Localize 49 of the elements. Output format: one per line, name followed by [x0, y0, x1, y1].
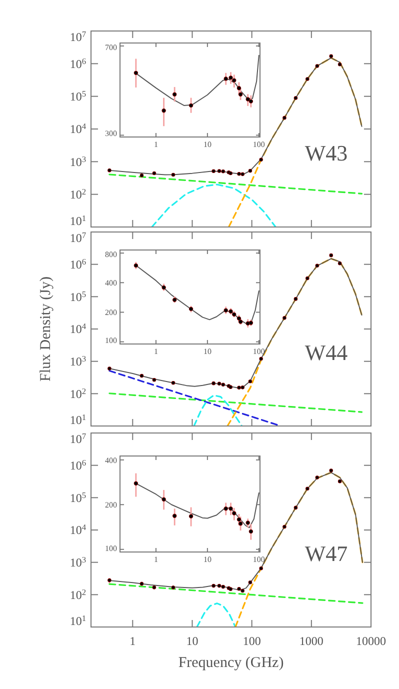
- y-tick-label: 10$^{7}$: [70, 30, 86, 44]
- y-tick-label: 10$^{3}$: [70, 555, 86, 570]
- y-tick-label: 700: [105, 42, 117, 52]
- annotation: W44: [304, 340, 348, 366]
- y-tick-label: 10$^{7}$: [70, 432, 86, 446]
- y-tick-label: 400: [105, 456, 117, 465]
- y-tick-label: 10$^{1}$: [70, 214, 86, 228]
- y-tick-label: 10$^{6}$: [70, 458, 86, 473]
- y-tick-label: 10$^{4}$: [70, 522, 87, 538]
- y-tick-label: 10$^{1}$: [70, 614, 86, 628]
- y-tick-label: 10$^{5}$: [70, 490, 86, 505]
- x-tick-label: 100: [252, 347, 265, 356]
- y-tick-label: 10$^{2}$: [70, 587, 86, 602]
- y-tick-label: 10$^{4}$: [70, 122, 87, 136]
- y-tick-label: 10$^{6}$: [70, 56, 86, 71]
- y-tick-label: 10$^{4}$: [70, 322, 87, 336]
- x-tick-label: 10: [186, 634, 198, 648]
- y-tick-label: 200: [105, 308, 117, 318]
- x-tick-label: 10: [203, 140, 212, 149]
- y-tick-label: 300: [105, 128, 117, 138]
- y-tick-label: 400: [105, 278, 117, 288]
- x-tick-label: 10000: [356, 634, 386, 648]
- x-axis-title: Frequency (GHz): [178, 655, 284, 671]
- x-tick-label: 1000: [299, 634, 324, 648]
- x-tick-label: 1: [154, 347, 158, 356]
- annotation: W47: [304, 541, 348, 566]
- y-tick-label: 10$^{3}$: [70, 354, 86, 369]
- x-tick-label: 10: [203, 347, 212, 356]
- y-tick-label: 200: [105, 500, 117, 510]
- y-tick-label: 10$^{2}$: [70, 187, 86, 202]
- y-tick-label: 10$^{3}$: [70, 154, 86, 169]
- x-tick-label: 100: [252, 140, 265, 149]
- y-tick-label: 10$^{1}$: [70, 412, 86, 428]
- y-tick-label: 800: [105, 250, 117, 259]
- y-tick-label: 100: [105, 336, 117, 345]
- x-tick-label: 1: [130, 634, 136, 648]
- y-tick-label: 10$^{7}$: [70, 230, 86, 246]
- x-tick-label: 100: [252, 555, 265, 564]
- y-tick-label: 10$^{2}$: [70, 386, 86, 401]
- x-tick-label: 1: [154, 140, 158, 149]
- y-tick-label: 100: [105, 544, 117, 553]
- y-tick-label: 10$^{6}$: [70, 257, 86, 272]
- x-tick-label: 100: [242, 634, 261, 648]
- y-tick-label: 10$^{5}$: [70, 289, 86, 304]
- x-tick-label: 10: [203, 555, 212, 564]
- annotation: W43: [304, 140, 348, 166]
- x-tick-label: 1: [154, 555, 158, 564]
- y-tick-label: 10$^{5}$: [70, 89, 86, 104]
- y-axis-title: Flux Density (Jy): [38, 276, 54, 382]
